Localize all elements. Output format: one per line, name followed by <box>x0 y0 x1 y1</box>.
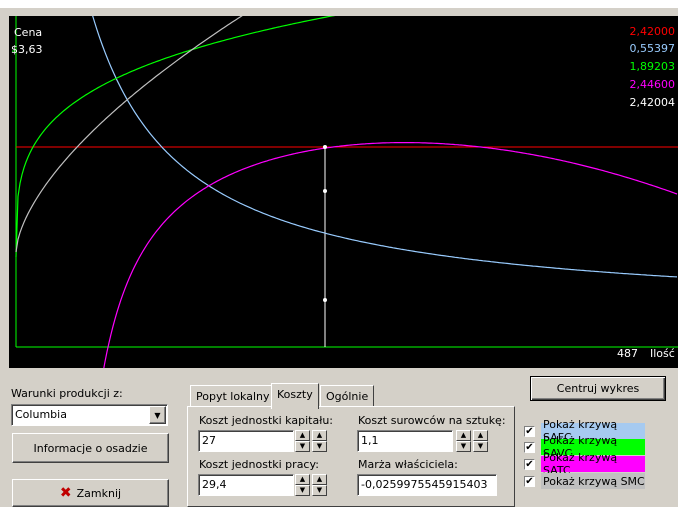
smc-curve <box>15 16 243 253</box>
materials-cost-stepper-fine[interactable]: ▲ ▼ <box>473 430 488 452</box>
cost-chart: Cena $3,63 487 Ilość 2,42000 0,55397 1,8… <box>9 16 678 368</box>
labor-cost-label: Koszt jednostki pracy: <box>199 458 319 471</box>
checkbox-show-smc[interactable]: ✔ Pokaż krzywą SMC <box>524 473 645 489</box>
checkbox-label-satc: Pokaż krzywą SATC <box>541 451 645 477</box>
labor-down-icon[interactable]: ▼ <box>295 485 310 496</box>
center-chart-button[interactable]: Centruj wykres <box>530 376 666 401</box>
materials-cost-label: Koszt surowców na sztukę: <box>358 414 506 427</box>
legend-value-smc: 2,42004 <box>629 96 676 109</box>
capital-up-fine-icon[interactable]: ▲ <box>312 430 327 441</box>
chart-canvas <box>12 16 678 368</box>
intersection-point-2 <box>323 298 327 302</box>
x-marker-label: 487 <box>617 347 638 360</box>
capital-cost-label: Koszt jednostki kapitału: <box>199 414 333 427</box>
capital-up-icon[interactable]: ▲ <box>295 430 310 441</box>
checkmark-icon[interactable]: ✔ <box>524 475 535 487</box>
legend-value-savc: 1,89203 <box>629 60 676 73</box>
satc-curve <box>103 142 678 368</box>
intersection-point-1 <box>323 189 327 193</box>
x-axis-label: Ilość <box>650 347 675 360</box>
capital-down-icon[interactable]: ▼ <box>295 441 310 452</box>
labor-cost-stepper-fine[interactable]: ▲ ▼ <box>312 474 327 496</box>
labor-up-icon[interactable]: ▲ <box>295 474 310 485</box>
labor-down-fine-icon[interactable]: ▼ <box>312 485 327 496</box>
owner-margin-label: Marża właściciela: <box>358 458 458 471</box>
legend-value-satc: 2,44600 <box>629 78 676 91</box>
materials-cost-stepper[interactable]: ▲ ▼ <box>456 430 471 452</box>
checkmark-icon[interactable]: ✔ <box>524 425 535 437</box>
close-button[interactable]: ✖ Zamknij <box>12 479 169 507</box>
settlement-info-button[interactable]: Informacje o osadzie <box>12 433 169 463</box>
checkbox-show-safc[interactable]: ✔ Pokaż krzywą SAFC <box>524 418 645 444</box>
savc-curve <box>15 16 336 258</box>
checkbox-label-smc: Pokaż krzywą SMC <box>541 473 645 489</box>
production-label: Warunki produkcji z: <box>11 387 123 400</box>
checkbox-label-safc: Pokaż krzywą SAFC <box>541 418 645 444</box>
close-button-label: Zamknij <box>76 486 122 500</box>
materials-down-fine-icon[interactable]: ▼ <box>473 441 488 452</box>
production-select[interactable]: Columbia <box>11 404 168 426</box>
y-axis-label: Cena <box>14 26 43 39</box>
materials-up-fine-icon[interactable]: ▲ <box>473 430 488 441</box>
labor-up-fine-icon[interactable]: ▲ <box>312 474 327 485</box>
intersection-point-0 <box>323 145 327 149</box>
checkmark-icon[interactable]: ✔ <box>524 458 535 470</box>
production-select-value: Columbia <box>15 408 67 421</box>
capital-down-fine-icon[interactable]: ▼ <box>312 441 327 452</box>
labor-cost-input[interactable]: 29,4 <box>198 474 294 496</box>
close-x-icon: ✖ <box>59 485 72 501</box>
safc-curve <box>92 16 678 278</box>
legend-value-safc: 0,55397 <box>629 42 676 55</box>
legend-value-price: 2,42000 <box>629 25 676 38</box>
materials-up-icon[interactable]: ▲ <box>456 430 471 441</box>
title-strip <box>0 0 678 8</box>
dropdown-button[interactable]: ▼ <box>149 406 166 424</box>
tab-general[interactable]: Ogólnie <box>320 385 375 407</box>
materials-cost-input[interactable]: 1,1 <box>357 430 453 452</box>
materials-down-icon[interactable]: ▼ <box>456 441 471 452</box>
capital-cost-stepper-fine[interactable]: ▲ ▼ <box>312 430 327 452</box>
tab-costs[interactable]: Koszty <box>271 383 319 409</box>
checkmark-icon[interactable]: ✔ <box>524 441 535 453</box>
labor-cost-stepper[interactable]: ▲ ▼ <box>295 474 310 496</box>
price-axis-label: $3,63 <box>11 43 43 56</box>
chevron-down-icon: ▼ <box>154 410 161 420</box>
checkbox-show-satc[interactable]: ✔ Pokaż krzywą SATC <box>524 451 645 477</box>
capital-cost-stepper[interactable]: ▲ ▼ <box>295 430 310 452</box>
tab-local-demand[interactable]: Popyt lokalny <box>190 385 276 407</box>
owner-margin-input[interactable]: -0,0259975545915403 <box>357 474 497 496</box>
capital-cost-input[interactable]: 27 <box>198 430 294 452</box>
